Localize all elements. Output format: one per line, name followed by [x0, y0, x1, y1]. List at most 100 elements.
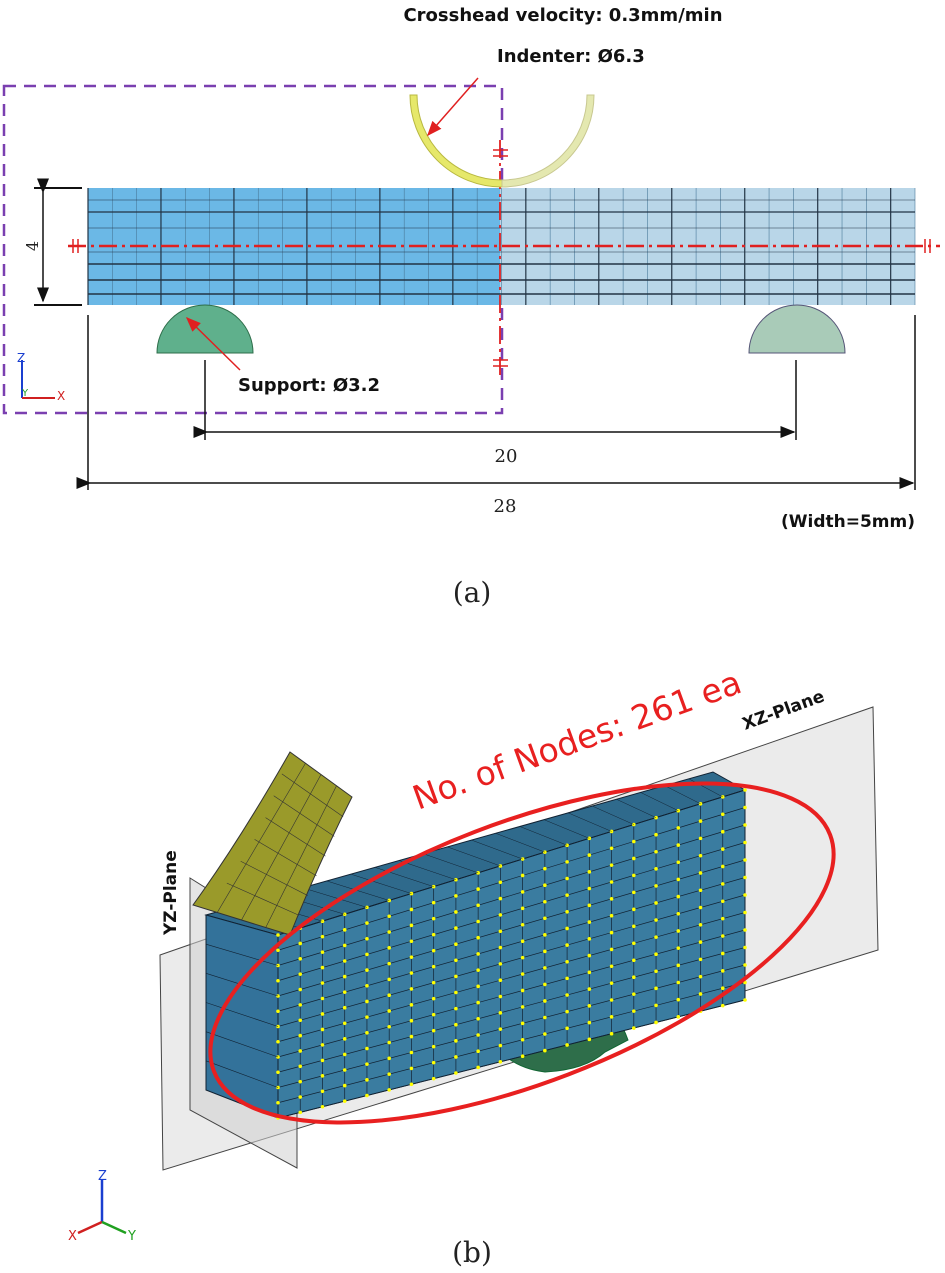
mesh-node: [298, 1003, 303, 1007]
mesh-line: [399, 860, 456, 880]
mesh-node: [431, 1060, 436, 1065]
mesh-node: [520, 890, 525, 894]
mesh-node: [342, 1083, 347, 1088]
mesh-node: [454, 958, 458, 963]
mesh-node: [320, 1104, 325, 1109]
mesh-node: [698, 905, 703, 910]
mesh-node: [676, 946, 681, 950]
mesh-line: [277, 929, 746, 1058]
indenter: [409, 94, 503, 188]
mesh-node: [698, 819, 703, 823]
mesh-line: [519, 826, 568, 846]
mesh-node: [454, 942, 458, 946]
mesh-node: [431, 916, 436, 921]
mesh-node: [298, 1049, 303, 1053]
panel-b: No. of Nodes: 261 ea XZ-Plane YZ-Plane Z…: [68, 662, 879, 1269]
mesh-node: [409, 1003, 414, 1007]
mesh-node: [431, 932, 436, 937]
mesh-node: [720, 899, 725, 904]
mesh-line: [543, 819, 590, 839]
mesh-node: [365, 1062, 369, 1066]
mesh-node: [520, 1021, 525, 1026]
mesh-line: [640, 792, 679, 811]
mesh-node: [409, 1050, 414, 1055]
mesh-node: [720, 829, 725, 834]
right-support: [748, 304, 846, 354]
mesh-node: [342, 1052, 347, 1057]
mesh-node: [587, 1020, 592, 1025]
mesh-node: [454, 1039, 458, 1043]
indenter-3d-mesh: [216, 763, 344, 928]
mesh-node: [520, 939, 525, 943]
mesh-node: [720, 812, 725, 817]
mesh-node: [720, 1003, 725, 1008]
left-support: [156, 304, 254, 354]
mesh-node: [609, 1015, 614, 1019]
mesh-node: [476, 984, 480, 989]
mesh-node: [698, 853, 703, 858]
mesh-line: [423, 853, 479, 874]
mesh-node: [520, 988, 525, 993]
mesh-node: [320, 1027, 325, 1032]
mesh-node: [520, 873, 525, 878]
mesh-node: [431, 980, 436, 985]
mesh-node: [632, 975, 636, 980]
mesh-node: [587, 853, 592, 857]
mesh-node: [698, 871, 703, 875]
mesh-node: [320, 1089, 325, 1094]
mesh-node: [676, 980, 681, 985]
yz-plane-label: YZ-Plane: [161, 850, 181, 936]
mesh-node: [342, 959, 347, 963]
mesh-line: [277, 999, 746, 1119]
mesh-node: [587, 920, 592, 924]
mesh-node: [698, 957, 703, 962]
mesh-node: [698, 923, 703, 927]
mesh-node: [632, 992, 636, 996]
mesh-node: [409, 923, 414, 928]
mesh-node: [454, 1022, 458, 1027]
mesh-node: [676, 929, 681, 933]
mesh-node: [298, 957, 303, 961]
mesh-node: [342, 943, 347, 948]
mesh-node: [565, 1026, 569, 1031]
mesh-node: [342, 974, 347, 979]
mesh-node: [720, 916, 725, 921]
mesh-node: [676, 997, 681, 1002]
mesh-node: [698, 836, 703, 841]
mesh-node: [543, 899, 547, 904]
mesh-node: [654, 901, 658, 905]
mesh-node: [476, 968, 480, 972]
mesh-node: [520, 1005, 525, 1009]
mesh-node: [543, 999, 547, 1003]
mesh-node: [654, 952, 658, 956]
mesh-node: [587, 953, 592, 958]
mesh-node: [498, 978, 503, 983]
mesh-node: [431, 1076, 436, 1081]
mesh-node: [498, 864, 503, 868]
mesh-node: [676, 911, 681, 916]
thickness-dimension-value: 4: [23, 241, 42, 251]
mesh-node: [720, 986, 725, 991]
mesh-node: [365, 1093, 369, 1098]
mesh-node: [632, 890, 636, 895]
mesh-node: [609, 897, 614, 901]
mesh-node: [654, 867, 658, 871]
mesh-line: [277, 859, 746, 997]
mesh-line: [302, 887, 368, 908]
indenter-pointer-arrow: [427, 77, 479, 137]
mesh-node: [632, 839, 636, 844]
mesh-node: [431, 948, 436, 953]
mesh-node: [298, 1079, 303, 1084]
mesh-node: [698, 940, 703, 944]
mesh-node: [365, 936, 369, 941]
mesh-node: [654, 849, 658, 854]
mesh-node: [454, 974, 458, 979]
mesh-node: [543, 866, 547, 871]
mesh-node: [454, 1055, 458, 1059]
mesh-node: [676, 877, 681, 882]
mesh-node: [743, 823, 747, 827]
mesh-line: [205, 1031, 279, 1058]
mesh-node: [720, 934, 725, 938]
